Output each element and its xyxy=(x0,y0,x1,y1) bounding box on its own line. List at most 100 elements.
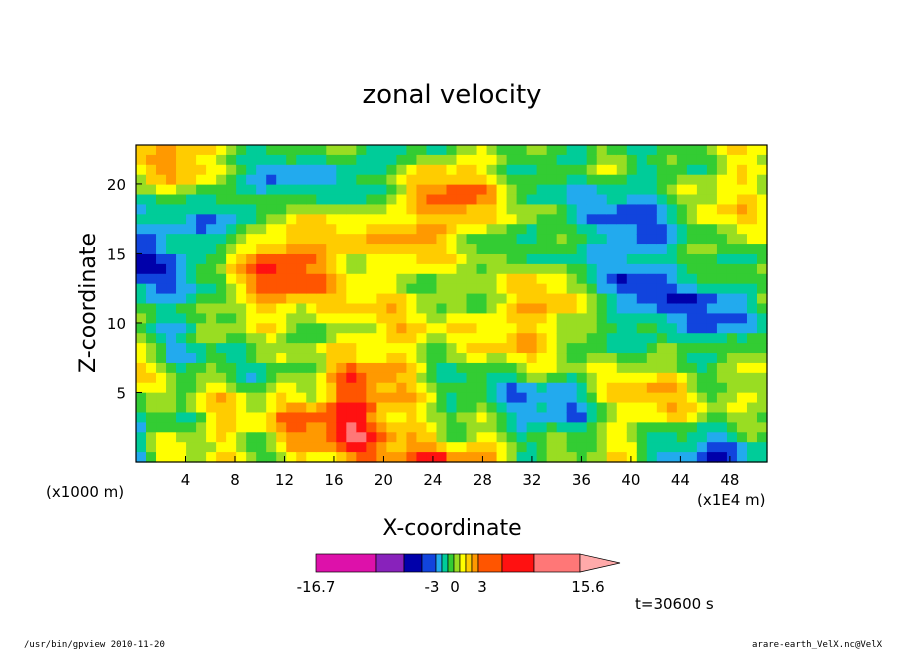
field-cell xyxy=(666,234,678,245)
field-cell xyxy=(406,392,418,404)
field-cell xyxy=(176,353,187,364)
field-cell xyxy=(646,154,658,166)
field-cell xyxy=(326,204,337,215)
field-cell xyxy=(436,452,448,463)
field-cell xyxy=(686,224,698,235)
field-cell xyxy=(196,353,207,364)
field-cell xyxy=(406,234,418,245)
field-cell xyxy=(316,303,327,315)
field-cell xyxy=(726,323,738,334)
footer-right: arare-earth_VelX.nc@VelX xyxy=(752,640,883,650)
field-cell xyxy=(616,422,628,433)
field-cell xyxy=(386,263,398,275)
field-cell xyxy=(606,194,618,206)
field-cell xyxy=(696,214,708,225)
field-cell xyxy=(416,343,428,354)
field-cell xyxy=(306,194,317,206)
field-cell xyxy=(266,293,277,305)
field-cell xyxy=(546,333,558,344)
field-cell xyxy=(466,402,478,414)
field-cell xyxy=(476,313,488,324)
field-cell xyxy=(366,402,377,414)
field-cell xyxy=(526,333,538,344)
field-cell xyxy=(326,422,337,433)
field-cell xyxy=(596,402,608,414)
field-cell xyxy=(496,412,508,423)
field-cell xyxy=(306,372,317,384)
field-cell xyxy=(216,422,227,433)
field-cell xyxy=(686,244,698,255)
field-cell xyxy=(296,145,307,156)
field-cell xyxy=(496,442,508,453)
field-cell xyxy=(506,432,518,443)
field-cell xyxy=(436,293,448,305)
field-cell xyxy=(296,253,307,265)
field-cell xyxy=(476,263,488,275)
field-cell xyxy=(246,283,257,295)
field-cell xyxy=(226,184,237,196)
field-cell xyxy=(196,154,207,166)
field-cell xyxy=(316,412,327,423)
field-cell xyxy=(476,174,488,186)
field-cell xyxy=(416,234,428,245)
field-cell xyxy=(406,402,418,414)
field-cell xyxy=(586,432,598,443)
field-cell xyxy=(246,452,257,463)
field-cell xyxy=(466,343,478,354)
field-cell xyxy=(276,422,287,433)
field-cell xyxy=(536,452,548,463)
field-cell xyxy=(536,214,548,225)
field-cell xyxy=(166,194,177,206)
field-cell xyxy=(436,303,448,315)
field-cell xyxy=(656,343,668,354)
field-cell xyxy=(696,253,708,265)
field-cell xyxy=(266,442,277,453)
field-cell xyxy=(166,164,177,176)
field-cell xyxy=(446,372,458,384)
field-cell xyxy=(276,293,287,305)
field-cell xyxy=(476,293,488,305)
field-cell xyxy=(536,154,548,166)
field-cell xyxy=(756,234,768,245)
field-cell xyxy=(226,432,237,443)
field-cell xyxy=(226,234,237,245)
field-cell xyxy=(286,214,297,225)
field-cell xyxy=(336,382,347,394)
field-cell xyxy=(536,333,548,344)
field-cell xyxy=(396,452,408,463)
field-cell xyxy=(526,382,538,394)
field-cell xyxy=(476,412,488,423)
field-cell xyxy=(356,174,367,186)
field-cell xyxy=(406,372,418,384)
field-cell xyxy=(516,362,528,374)
field-cell xyxy=(226,412,237,423)
field-cell xyxy=(416,303,428,315)
field-cell xyxy=(286,452,297,463)
field-cell xyxy=(296,343,307,354)
field-cell xyxy=(586,174,598,186)
field-cell xyxy=(176,432,187,443)
field-cell xyxy=(586,253,598,265)
field-cell xyxy=(346,343,357,354)
field-cell xyxy=(476,145,488,156)
field-cell xyxy=(686,333,698,344)
field-cell xyxy=(506,452,518,463)
field-cell xyxy=(506,343,518,354)
field-cell xyxy=(516,145,528,156)
field-cell xyxy=(226,362,237,374)
field-cell xyxy=(146,323,157,334)
field-cell xyxy=(196,164,207,176)
field-cell xyxy=(286,154,297,166)
field-cell xyxy=(306,164,317,176)
field-cell xyxy=(716,353,728,364)
field-cell xyxy=(166,343,177,354)
field-cell xyxy=(586,154,598,166)
field-cell xyxy=(656,174,668,186)
field-cell xyxy=(596,382,608,394)
field-cell xyxy=(626,283,638,295)
field-cell xyxy=(596,353,608,364)
field-cell xyxy=(236,224,247,235)
field-cell xyxy=(176,392,187,404)
field-cell xyxy=(176,283,187,295)
field-cell xyxy=(576,432,588,443)
